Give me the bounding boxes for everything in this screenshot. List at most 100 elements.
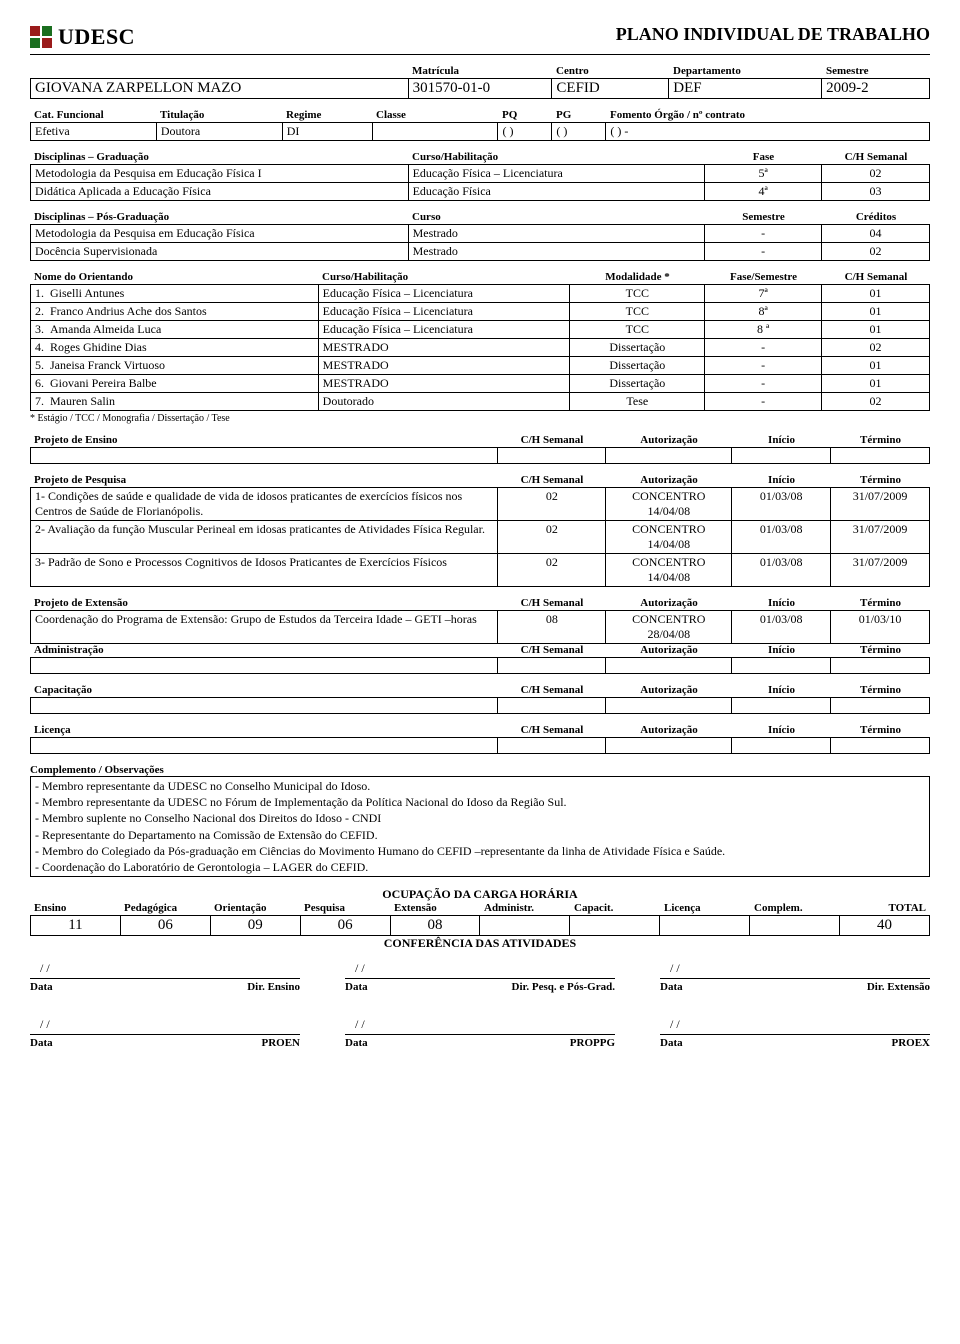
logo-sq-2 — [42, 26, 52, 36]
cap-h-ch: C/H Semanal — [498, 684, 606, 697]
ensino-h-ter: Término — [831, 434, 930, 447]
admin-title: Administração — [30, 644, 498, 657]
ident-values: GIOVANA ZARPELLON MAZO 301570-01-0 CEFID… — [30, 78, 930, 99]
label-matricula: Matrícula — [408, 65, 552, 78]
ensino-h-ini: Início — [732, 434, 831, 447]
ext-h-ch: C/H Semanal — [498, 597, 606, 610]
pesquisa-rows: 1- Condições de saúde e qualidade de vid… — [30, 487, 930, 587]
capac-rows — [30, 697, 930, 714]
cap-h-ini: Início — [732, 684, 831, 697]
pesquisa-header: Projeto de Pesquisa C/H Semanal Autoriza… — [30, 474, 930, 487]
ensino-header: Projeto de Ensino C/H Semanal Autorizaçã… — [30, 434, 930, 447]
licenca-title: Licença — [30, 724, 498, 737]
cap-h-aut: Autorização — [606, 684, 732, 697]
logo-mark — [30, 26, 52, 48]
ensino-title: Projeto de Ensino — [30, 434, 498, 447]
page-title: PLANO INDIVIDUAL DE TRABALHO — [616, 24, 930, 45]
pos-h-curso: Curso — [408, 211, 705, 224]
logo: UDESC — [30, 24, 135, 50]
orient-h-mod: Modalidade * — [570, 271, 705, 284]
cat-reg: DI — [282, 123, 372, 141]
ident-table: Matrícula Centro Departamento Semestre — [30, 65, 930, 78]
grad-header: Disciplinas – Graduação Curso/Habilitaçã… — [30, 151, 930, 164]
ident-nome: GIOVANA ZARPELLON MAZO — [31, 79, 409, 99]
signature-block: / / DataPROPPG — [345, 1017, 615, 1049]
ident-matricula: 301570-01-0 — [408, 79, 552, 99]
signature-block: / / DataDir. Pesq. e Pós-Grad. — [345, 961, 615, 993]
extensao-header: Projeto de Extensão C/H Semanal Autoriza… — [30, 597, 930, 610]
pos-row: Docência Supervisionada Mestrado - 02 — [31, 243, 930, 261]
cat-tit: Doutora — [156, 123, 282, 141]
lic-h-aut: Autorização — [606, 724, 732, 737]
label-semestre: Semestre — [822, 65, 930, 78]
signature-block: / / DataPROEN — [30, 1017, 300, 1049]
cat-values: Efetiva Doutora DI ( ) ( ) ( ) - — [30, 122, 930, 141]
adm-h-ch: C/H Semanal — [498, 644, 606, 657]
conf-title: CONFERÊNCIA DAS ATIVIDADES — [30, 936, 930, 951]
cat-pq: ( ) — [498, 123, 552, 141]
grad-row: Metodologia da Pesquisa em Educação Físi… — [31, 165, 930, 183]
pesquisa-row: 2- Avaliação da função Muscular Perineal… — [31, 521, 930, 554]
grad-h-ch: C/H Semanal — [822, 151, 930, 164]
adm-h-aut: Autorização — [606, 644, 732, 657]
ident-centro: CEFID — [552, 79, 669, 99]
pos-h-cred: Créditos — [822, 211, 930, 224]
logo-text: UDESC — [58, 24, 135, 50]
orient-h-ch: C/H Semanal — [822, 271, 930, 284]
admin-header: Administração C/H Semanal Autorização In… — [30, 644, 930, 657]
lic-h-ini: Início — [732, 724, 831, 737]
orient-header: Nome do Orientando Curso/Habilitação Mod… — [30, 271, 930, 284]
grad-h-curso: Curso/Habilitação — [408, 151, 705, 164]
label-pg: PG — [552, 109, 606, 122]
ext-h-ini: Início — [732, 597, 831, 610]
cap-h-ter: Término — [831, 684, 930, 697]
cat-classe — [372, 123, 498, 141]
logo-sq-4 — [42, 38, 52, 48]
grad-row: Didática Aplicada a Educação Física Educ… — [31, 183, 930, 201]
header: UDESC PLANO INDIVIDUAL DE TRABALHO — [30, 24, 930, 50]
label-reg: Regime — [282, 109, 372, 122]
logo-sq-1 — [30, 26, 40, 36]
pesq-h-ch: C/H Semanal — [498, 474, 606, 487]
pesq-h-ter: Término — [831, 474, 930, 487]
label-centro: Centro — [552, 65, 669, 78]
pos-h-sem: Semestre — [705, 211, 822, 224]
ext-h-aut: Autorização — [606, 597, 732, 610]
licenca-rows — [30, 737, 930, 754]
grad-h-disc: Disciplinas – Graduação — [30, 151, 408, 164]
ident-semestre: 2009-2 — [822, 79, 930, 99]
label-departamento: Departamento — [669, 65, 822, 78]
signature-block: / / DataDir. Extensão — [660, 961, 930, 993]
grad-rows: Metodologia da Pesquisa em Educação Físi… — [30, 164, 930, 201]
signatures-row-1: / / DataDir. Ensino / / DataDir. Pesq. e… — [30, 961, 930, 993]
signature-block: / / DataPROEX — [660, 1017, 930, 1049]
label-classe: Classe — [372, 109, 498, 122]
label-cat: Cat. Funcional — [30, 109, 156, 122]
orient-row: 4. Roges Ghidine Dias MESTRADO Dissertaç… — [31, 339, 930, 357]
label-tit: Titulação — [156, 109, 282, 122]
signature-block: / / DataDir. Ensino — [30, 961, 300, 993]
cat-cat: Efetiva — [31, 123, 157, 141]
logo-sq-3 — [30, 38, 40, 48]
capac-title: Capacitação — [30, 684, 498, 697]
adm-h-ini: Início — [732, 644, 831, 657]
pesquisa-row: 1- Condições de saúde e qualidade de vid… — [31, 488, 930, 521]
ensino-rows — [30, 447, 930, 464]
orient-rows: 1. Giselli Antunes Educação Física – Lic… — [30, 284, 930, 411]
obs-lines: - Membro representante da UDESC no Conse… — [35, 778, 925, 875]
adm-h-ter: Término — [831, 644, 930, 657]
occ-headers: EnsinoPedagógicaOrientaçãoPesquisaExtens… — [30, 902, 930, 915]
licenca-header: Licença C/H Semanal Autorização Início T… — [30, 724, 930, 737]
extensao-rows: Coordenação do Programa de Extensão: Gru… — [30, 610, 930, 644]
cat-fom: ( ) - — [606, 123, 930, 141]
pesq-h-aut: Autorização — [606, 474, 732, 487]
label-pq: PQ — [498, 109, 552, 122]
admin-rows — [30, 657, 930, 674]
pesquisa-row: 3- Padrão de Sono e Processos Cognitivos… — [31, 554, 930, 587]
label-fom: Fomento Órgão / nº contrato — [606, 109, 930, 122]
cat-labels: Cat. Funcional Titulação Regime Classe P… — [30, 109, 930, 122]
orient-row: 1. Giselli Antunes Educação Física – Lic… — [31, 285, 930, 303]
orient-row: 3. Amanda Almeida Luca Educação Física –… — [31, 321, 930, 339]
orient-h-nome: Nome do Orientando — [30, 271, 318, 284]
grad-h-fase: Fase — [705, 151, 822, 164]
